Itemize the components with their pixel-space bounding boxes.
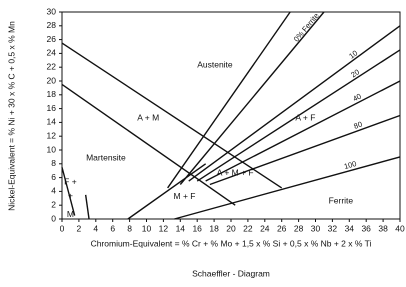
boundary-line — [167, 11, 291, 189]
y-tick-label: 30 — [47, 6, 57, 16]
x-axis-title: Chromium-Equivalent = % Cr + % Mo + 1,5 … — [91, 238, 372, 248]
boundary-line — [61, 167, 76, 216]
boundary-line — [196, 49, 401, 182]
region-label: F + — [64, 177, 77, 187]
boundary-line — [84, 194, 90, 220]
y-tick-label: 12 — [47, 130, 57, 140]
line-label: 20 — [349, 67, 361, 79]
y-tick-label: 2 — [51, 199, 56, 209]
x-tick-label: 6 — [110, 223, 115, 233]
region-label: M — [67, 209, 74, 219]
x-tick-label: 14 — [176, 223, 186, 233]
x-tick-label: 8 — [127, 223, 132, 233]
boundary-line — [179, 11, 325, 185]
x-tick-label: 34 — [345, 223, 355, 233]
line-label: 10 — [347, 48, 359, 60]
y-tick-label: 22 — [47, 61, 57, 71]
y-tick-label: 6 — [51, 172, 56, 182]
x-tick-label: 18 — [209, 223, 219, 233]
region-label: Austenite — [197, 59, 233, 69]
x-tick-label: 16 — [192, 223, 202, 233]
region-label: A + M + F — [217, 168, 254, 178]
y-tick-label: 24 — [47, 48, 57, 58]
region-label: + — [68, 190, 73, 200]
x-tick-label: 32 — [328, 223, 338, 233]
caption: Schaeffler - Diagram — [192, 268, 270, 278]
y-tick-label: 20 — [47, 75, 57, 85]
x-tick-label: 4 — [93, 223, 98, 233]
region-label: Ferrite — [329, 195, 354, 205]
x-tick-label: 26 — [277, 223, 287, 233]
boundary-line — [205, 80, 401, 182]
plot-frame — [61, 11, 401, 220]
boundary-line — [174, 156, 401, 220]
y-tick-label: 10 — [47, 144, 57, 154]
x-tick-label: 40 — [395, 223, 405, 233]
region-label: M + F — [174, 191, 196, 201]
boundary-line — [188, 25, 401, 182]
region-label: A + F — [295, 113, 315, 123]
boundary-line — [209, 114, 401, 186]
y-tick-label: 26 — [47, 34, 57, 44]
x-tick-label: 28 — [294, 223, 304, 233]
x-tick-label: 0 — [60, 223, 65, 233]
x-tick-label: 22 — [243, 223, 253, 233]
line-label: 100 — [343, 159, 357, 171]
x-tick-label: 20 — [226, 223, 236, 233]
boundary-line — [61, 42, 283, 189]
y-tick-label: 18 — [47, 89, 57, 99]
boundary-line — [61, 83, 236, 206]
y-tick-label: 0 — [51, 213, 56, 223]
x-tick-label: 10 — [142, 223, 152, 233]
region-label: Martensite — [86, 153, 126, 163]
y-tick-label: 4 — [51, 186, 56, 196]
x-tick-label: 2 — [77, 223, 82, 233]
region-label: A + M — [137, 113, 159, 123]
line-label: 80 — [353, 120, 364, 131]
x-tick-label: 38 — [378, 223, 388, 233]
y-tick-label: 16 — [47, 103, 57, 113]
y-tick-label: 14 — [47, 117, 57, 127]
y-axis-title: Nickel-Equivalent = % Ni + 30 x % C + 0,… — [6, 21, 16, 211]
boundary-line — [127, 163, 207, 220]
x-tick-label: 24 — [260, 223, 270, 233]
x-tick-label: 30 — [311, 223, 321, 233]
x-tick-label: 12 — [159, 223, 169, 233]
line-label: 0% Ferrite — [292, 11, 321, 43]
x-tick-label: 36 — [361, 223, 371, 233]
y-tick-label: 8 — [51, 158, 56, 168]
y-tick-label: 28 — [47, 20, 57, 30]
line-label: 40 — [351, 92, 363, 104]
